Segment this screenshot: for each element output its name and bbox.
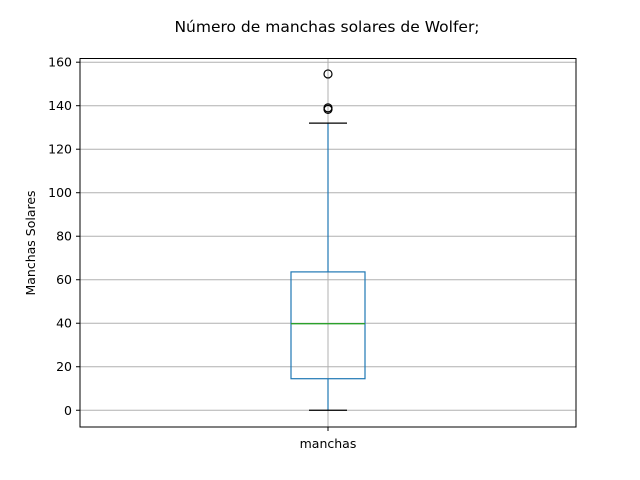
- y-tick-label: 40: [56, 316, 72, 331]
- y-axis-label: Manchas Solares: [23, 190, 38, 295]
- y-tick-label: 100: [48, 185, 72, 200]
- iqr-box: [290, 271, 366, 380]
- y-tick-label: 20: [56, 359, 72, 374]
- plot-area-frame: [79, 58, 577, 428]
- y-tick-label: 80: [56, 229, 72, 244]
- y-tick-label: 60: [56, 272, 72, 287]
- chart-title: Número de manchas solares de Wolfer;: [174, 18, 479, 36]
- outlier-point: [323, 103, 333, 113]
- y-tick-label: 160: [48, 55, 72, 70]
- box-layer: [290, 69, 366, 411]
- outlier-point: [323, 69, 333, 79]
- x-tick-label: manchas: [300, 436, 357, 451]
- axis-ticks: 0 20 40 60 80 100 120 140 160 manchas: [48, 55, 356, 451]
- y-tick-label: 120: [48, 142, 72, 157]
- y-tick-label: 140: [48, 98, 72, 113]
- y-tick-label: 0: [64, 403, 72, 418]
